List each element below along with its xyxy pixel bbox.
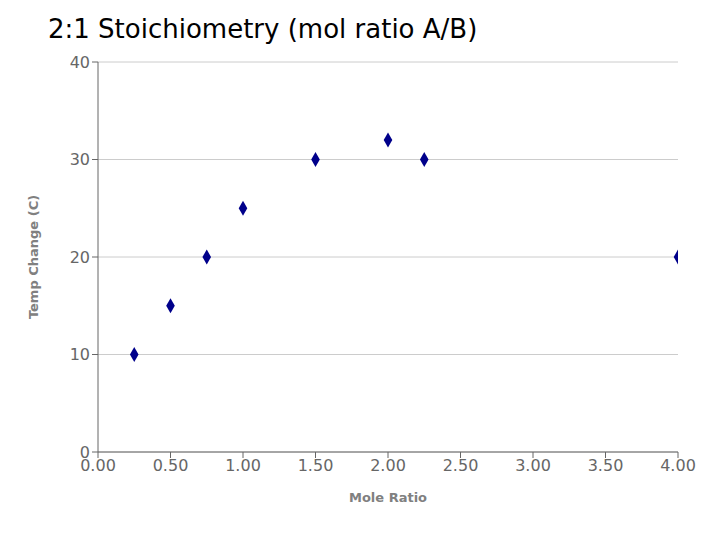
svg-text:40: 40: [70, 53, 90, 72]
svg-text:2.50: 2.50: [443, 456, 479, 475]
svg-text:30: 30: [70, 150, 90, 169]
svg-text:Temp Change (C): Temp Change (C): [26, 195, 41, 319]
svg-text:3.00: 3.00: [515, 456, 551, 475]
html-text:2:1 Stoichiometry (mol ratio A: 2:1 Stoichiometry (mol ratio A/B): [48, 14, 478, 44]
svg-text:10: 10: [70, 345, 90, 364]
svg-text:1.00: 1.00: [225, 456, 261, 475]
svg-text:0: 0: [80, 443, 90, 462]
svg-text:0.00: 0.00: [80, 456, 116, 476]
svg-text:3.50: 3.50: [588, 456, 624, 475]
svg-text:4.00: 4.00: [660, 456, 696, 475]
svg-text:0.50: 0.50: [153, 456, 189, 475]
svg-text:Mole Ratio: Mole Ratio: [349, 490, 427, 505]
svg-text:2.00: 2.00: [370, 456, 406, 475]
svg-text:1.50: 1.50: [298, 456, 334, 475]
svg-text:20: 20: [70, 248, 90, 267]
